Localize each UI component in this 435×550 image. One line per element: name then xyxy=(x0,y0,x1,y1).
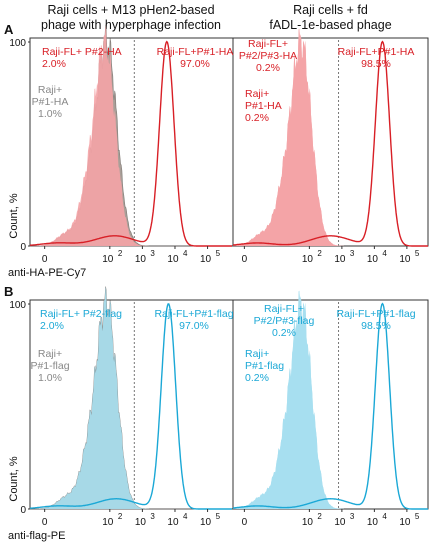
series-label: P#2/P#3-HA xyxy=(239,50,297,62)
x-tick-label: 10 xyxy=(102,517,114,528)
x-tick-label: 10 xyxy=(367,254,379,265)
x-tick-label: 10 xyxy=(367,517,379,528)
x-tick-label: 10 xyxy=(334,517,346,528)
series-label: P#1-HA xyxy=(245,100,282,112)
x-tick-exponent: 3 xyxy=(350,249,355,258)
y-tick-label: 0 xyxy=(20,505,26,516)
group-header: phage with hyperphage infection xyxy=(41,18,221,32)
group-header: fADL-1e-based phage xyxy=(269,18,391,32)
series-label: Raji+ xyxy=(38,348,62,360)
x-tick-exponent: 2 xyxy=(118,512,123,521)
series-label: Raji-FL+ xyxy=(248,38,288,50)
x-tick-label: 0 xyxy=(42,254,48,265)
x-tick-label: 10 xyxy=(200,517,212,528)
x-tick-exponent: 5 xyxy=(216,512,221,521)
series-label: Raji-FL+P#1-flag xyxy=(336,308,415,320)
series-label: Raji+ xyxy=(245,88,269,100)
series-percent: 0.2% xyxy=(256,62,280,74)
x-tick-label: 10 xyxy=(302,254,314,265)
histogram-raji-p-1-ha xyxy=(233,28,428,247)
series-percent: 1.0% xyxy=(38,108,62,120)
series-label: Raji+ xyxy=(245,348,269,360)
series-percent: 98.5% xyxy=(361,58,391,70)
x-tick-exponent: 3 xyxy=(150,249,155,258)
series-percent: 1.0% xyxy=(38,372,62,384)
x-axis-label: anti-flag-PE xyxy=(8,530,65,542)
series-percent: 98.5% xyxy=(361,320,391,332)
series-label: Raji-FL+P#1-HA xyxy=(338,46,415,58)
series-percent: 97.0% xyxy=(179,320,209,332)
x-tick-exponent: 2 xyxy=(118,249,123,258)
y-axis-label: Count, % xyxy=(8,193,20,238)
series-label: Raji-FL+ P#2-HA xyxy=(42,46,122,58)
histogram-raji-fl-p-1-ha xyxy=(29,40,232,247)
x-tick-label: 10 xyxy=(334,254,346,265)
x-tick-exponent: 5 xyxy=(216,249,221,258)
x-axis-label: anti-HA-PE-Cy7 xyxy=(8,267,86,279)
y-tick-label: 100 xyxy=(9,38,26,49)
series-label: Raji+ xyxy=(38,84,62,96)
series-label: Raji-FL+ xyxy=(264,303,304,315)
histogram-raji-p-1-flag xyxy=(233,290,428,509)
x-tick-exponent: 5 xyxy=(415,249,420,258)
series-percent: 0.2% xyxy=(245,112,269,124)
histogram-raji-fl-p-1-ha xyxy=(232,40,428,247)
y-tick-label: 100 xyxy=(9,300,26,311)
x-tick-exponent: 2 xyxy=(317,512,322,521)
panel-letter-A: A xyxy=(4,22,14,37)
group-header: Raji cells + M13 pHen2-based xyxy=(47,3,214,17)
series-label: P#2/P#3-flag xyxy=(254,315,315,327)
x-tick-exponent: 4 xyxy=(382,512,387,521)
x-tick-label: 10 xyxy=(167,517,179,528)
series-percent: 2.0% xyxy=(42,58,66,70)
x-tick-label: 10 xyxy=(200,254,212,265)
x-tick-exponent: 2 xyxy=(317,249,322,258)
x-tick-label: 10 xyxy=(399,254,411,265)
series-label: Raji-FL+ P#2-flag xyxy=(40,308,122,320)
group-header: Raji cells + fd xyxy=(293,3,368,17)
x-tick-label: 10 xyxy=(167,254,179,265)
x-tick-label: 0 xyxy=(42,517,48,528)
series-label: P#1-flag xyxy=(245,360,284,372)
series-percent: 2.0% xyxy=(40,320,64,332)
x-tick-exponent: 5 xyxy=(415,512,420,521)
series-percent: 0.2% xyxy=(272,327,296,339)
x-tick-label: 0 xyxy=(242,517,248,528)
y-axis-label: Count, % xyxy=(8,456,20,501)
x-tick-label: 0 xyxy=(242,254,248,265)
series-label: P#1-flag xyxy=(30,360,69,372)
x-tick-label: 10 xyxy=(135,517,147,528)
histogram-raji-fl-p-1-flag xyxy=(29,303,232,510)
x-tick-exponent: 4 xyxy=(183,249,188,258)
x-tick-exponent: 4 xyxy=(183,512,188,521)
series-label: P#1-HA xyxy=(32,96,69,108)
series-percent: 0.2% xyxy=(245,372,269,384)
x-tick-exponent: 3 xyxy=(350,512,355,521)
series-label: Raji-FL+P#1-HA xyxy=(157,46,234,58)
series-percent: 97.0% xyxy=(180,58,210,70)
x-tick-exponent: 3 xyxy=(150,512,155,521)
x-tick-label: 10 xyxy=(302,517,314,528)
y-tick-label: 0 xyxy=(20,242,26,253)
x-tick-label: 10 xyxy=(102,254,114,265)
panel-letter-B: B xyxy=(4,284,13,299)
histogram-raji-fl-p-1-flag xyxy=(232,302,428,510)
series-label: Raji-FL+P#1-flag xyxy=(154,308,233,320)
x-tick-exponent: 4 xyxy=(382,249,387,258)
x-tick-label: 10 xyxy=(399,517,411,528)
x-tick-label: 10 xyxy=(135,254,147,265)
